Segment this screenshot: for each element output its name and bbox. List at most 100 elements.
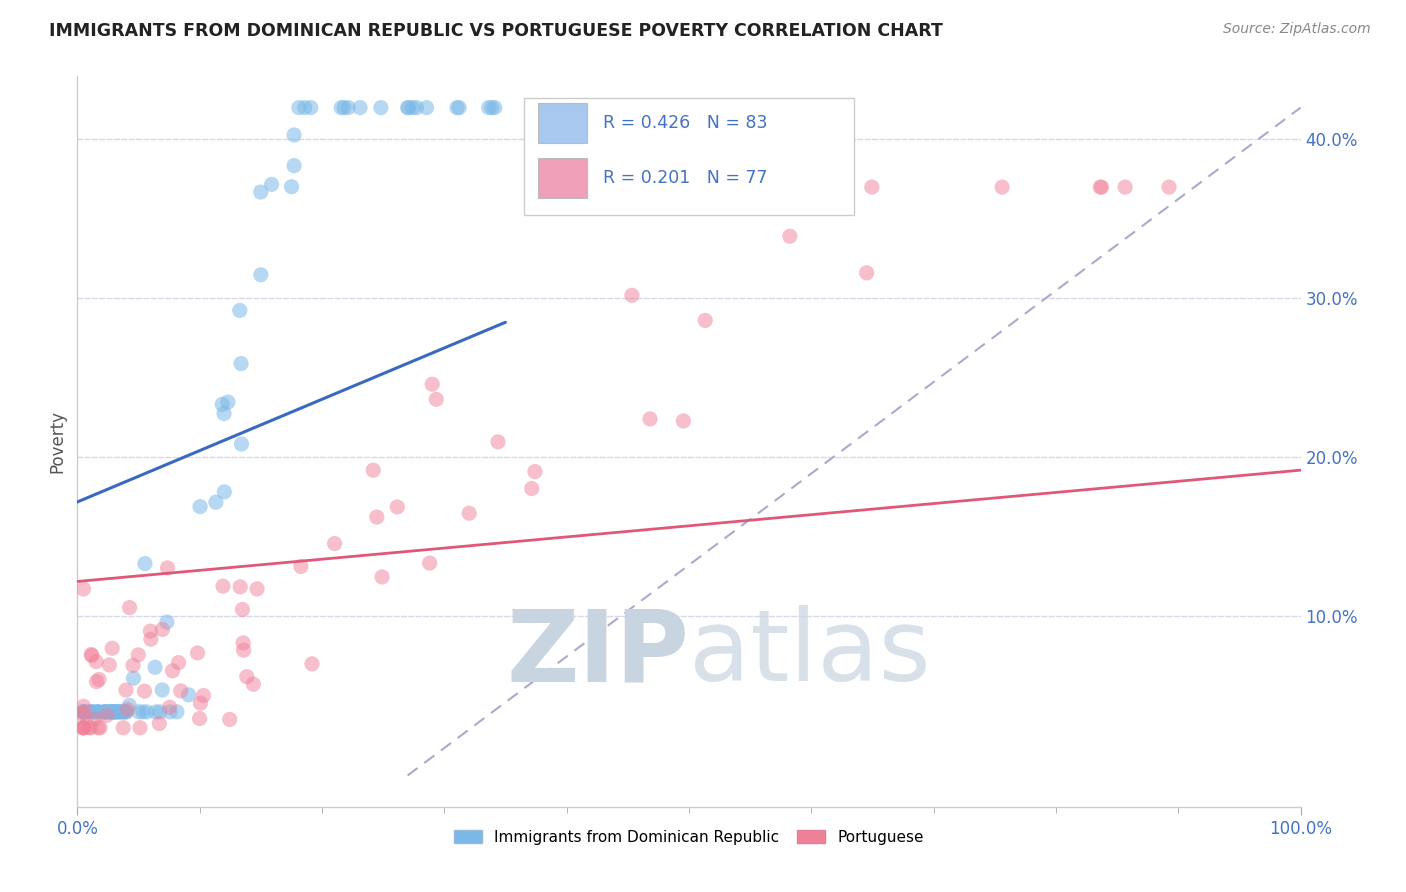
- Point: [127, 648, 149, 662]
- Point: [299, 101, 322, 115]
- FancyBboxPatch shape: [538, 103, 588, 144]
- Point: [72, 705, 94, 719]
- Point: [135, 705, 157, 719]
- Point: [156, 615, 179, 629]
- Point: [98, 657, 121, 672]
- Point: [283, 128, 305, 142]
- Point: [187, 646, 209, 660]
- Point: [260, 178, 283, 192]
- Point: [79, 705, 101, 719]
- Point: [94, 705, 117, 719]
- Point: [117, 702, 139, 716]
- Point: [855, 266, 877, 280]
- Point: [72, 721, 94, 735]
- Point: [232, 643, 254, 657]
- Point: [419, 556, 441, 570]
- Point: [231, 602, 253, 616]
- Point: [159, 700, 181, 714]
- Point: [118, 698, 141, 713]
- Point: [620, 288, 643, 302]
- Point: [72, 721, 94, 735]
- Point: [72, 705, 94, 719]
- Point: [72, 706, 94, 720]
- Point: [86, 705, 108, 719]
- Point: [82, 705, 104, 719]
- Point: [134, 684, 156, 698]
- Point: [96, 708, 118, 723]
- Point: [349, 101, 371, 115]
- Point: [218, 713, 240, 727]
- Point: [112, 721, 135, 735]
- Point: [1114, 180, 1136, 194]
- Point: [190, 696, 212, 710]
- Text: Source: ZipAtlas.com: Source: ZipAtlas.com: [1223, 22, 1371, 37]
- Point: [72, 721, 94, 735]
- Point: [294, 101, 316, 115]
- Point: [145, 705, 167, 719]
- FancyBboxPatch shape: [524, 98, 853, 215]
- Point: [405, 101, 427, 115]
- Point: [188, 500, 211, 514]
- Point: [167, 656, 190, 670]
- Point: [290, 559, 312, 574]
- Point: [98, 705, 121, 719]
- Point: [72, 705, 94, 719]
- Point: [80, 705, 103, 719]
- Text: ZIP: ZIP: [506, 605, 689, 702]
- Point: [779, 229, 801, 244]
- Point: [211, 397, 233, 411]
- Point: [387, 500, 409, 514]
- Point: [177, 688, 200, 702]
- Point: [87, 673, 110, 687]
- Point: [86, 674, 108, 689]
- Point: [242, 677, 264, 691]
- Point: [1157, 180, 1180, 194]
- Point: [89, 721, 111, 735]
- Point: [478, 101, 501, 115]
- Point: [72, 699, 94, 714]
- Point: [170, 684, 193, 698]
- Point: [991, 180, 1014, 194]
- Point: [231, 437, 253, 451]
- Point: [193, 689, 215, 703]
- Point: [337, 101, 360, 115]
- Point: [128, 705, 150, 719]
- Point: [104, 705, 127, 719]
- Point: [361, 463, 384, 477]
- Point: [86, 705, 108, 719]
- Point: [111, 705, 134, 719]
- Point: [134, 557, 156, 571]
- Point: [212, 579, 235, 593]
- Point: [115, 705, 138, 719]
- Point: [94, 705, 117, 719]
- Point: [371, 570, 394, 584]
- Point: [330, 101, 353, 115]
- Point: [150, 683, 173, 698]
- Point: [103, 705, 125, 719]
- Point: [114, 705, 136, 719]
- Point: [118, 600, 141, 615]
- Point: [301, 657, 323, 671]
- Point: [166, 705, 188, 719]
- Point: [152, 623, 174, 637]
- Point: [212, 407, 235, 421]
- Point: [149, 705, 172, 719]
- Point: [94, 705, 117, 719]
- Point: [139, 632, 162, 647]
- Point: [249, 185, 271, 199]
- Point: [366, 510, 388, 524]
- Point: [143, 660, 166, 674]
- Point: [80, 648, 103, 662]
- Point: [188, 712, 211, 726]
- Point: [104, 705, 127, 719]
- Point: [72, 721, 94, 735]
- Point: [229, 303, 252, 318]
- Point: [333, 101, 356, 115]
- Point: [484, 101, 506, 115]
- Point: [115, 683, 138, 698]
- Point: [108, 705, 131, 719]
- Point: [481, 101, 503, 115]
- Point: [370, 101, 392, 115]
- Point: [122, 671, 145, 685]
- Point: [695, 313, 717, 327]
